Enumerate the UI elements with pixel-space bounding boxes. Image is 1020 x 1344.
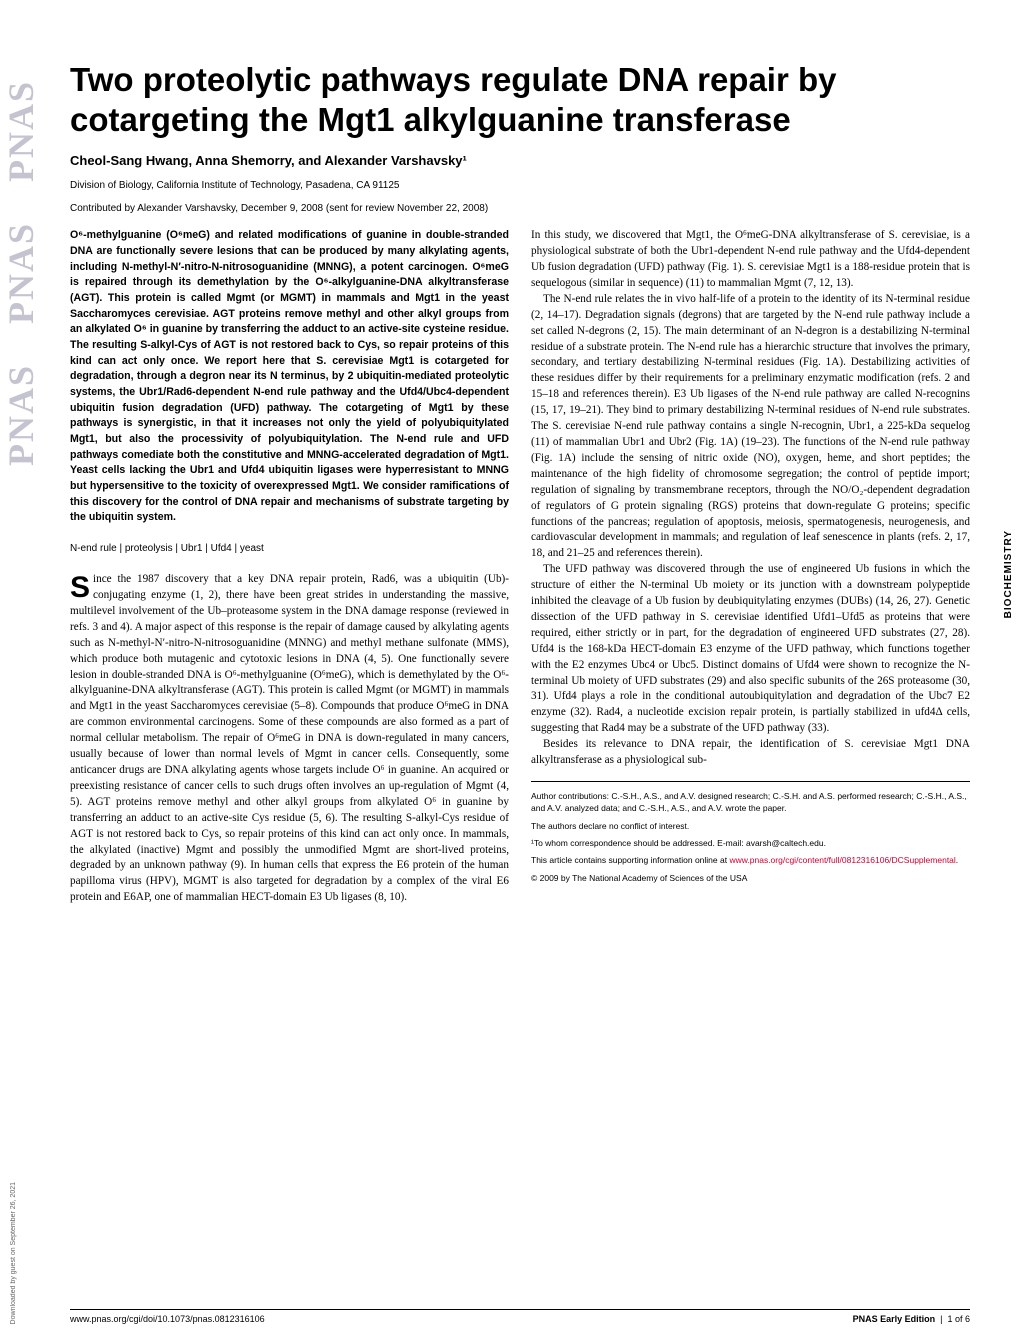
conflict-statement: The authors declare no conflict of inter… (531, 820, 970, 832)
col2-p1: In this study, we discovered that Mgt1, … (531, 228, 970, 292)
supplemental-link[interactable]: www.pnas.org/cgi/content/full/0812316106… (729, 855, 955, 865)
abstract: O⁶-methylguanine (O⁶meG) and related mod… (70, 228, 509, 526)
page-content: Two proteolytic pathways regulate DNA re… (70, 60, 970, 906)
contributed-line: Contributed by Alexander Varshavsky, Dec… (70, 203, 970, 214)
keywords: N-end rule | proteolysis | Ubr1 | Ufd4 |… (70, 542, 509, 556)
footer-doi: www.pnas.org/cgi/doi/10.1073/pnas.081231… (70, 1314, 265, 1324)
two-column-layout: O⁶-methylguanine (O⁶meG) and related mod… (70, 228, 970, 906)
category-label: BIOCHEMISTRY (1003, 530, 1014, 618)
pnas-logo: PNAS (0, 80, 42, 182)
pnas-logo-repeat-2: PNAS (0, 364, 42, 466)
page-footer: www.pnas.org/cgi/doi/10.1073/pnas.081231… (70, 1309, 970, 1324)
author-contributions: Author contributions: C.-S.H., A.S., and… (531, 790, 970, 815)
right-column: In this study, we discovered that Mgt1, … (531, 228, 970, 906)
intro-paragraph: Since the 1987 discovery that a key DNA … (70, 572, 509, 906)
pnas-logo-repeat-1: PNAS (0, 222, 42, 324)
download-note: Downloaded by guest on September 26, 202… (10, 1182, 17, 1324)
authors: Cheol-Sang Hwang, Anna Shemorry, and Ale… (70, 153, 970, 168)
left-column: O⁶-methylguanine (O⁶meG) and related mod… (70, 228, 509, 906)
supplemental-info: This article contains supporting informa… (531, 854, 970, 866)
correspondence: ¹To whom correspondence should be addres… (531, 837, 970, 849)
article-title: Two proteolytic pathways regulate DNA re… (70, 60, 970, 139)
col2-p2: The N-end rule relates the in vivo half-… (531, 292, 970, 562)
intro-text: ince the 1987 discovery that a key DNA r… (70, 573, 509, 903)
pnas-vertical-sidebar: PNAS PNAS PNAS (0, 0, 42, 1344)
footnotes: Author contributions: C.-S.H., A.S., and… (531, 781, 970, 884)
body-text-right: In this study, we discovered that Mgt1, … (531, 228, 970, 769)
footer-page-number: 1 of 6 (947, 1314, 970, 1324)
dropcap: S (70, 572, 93, 601)
col2-p4: Besides its relevance to DNA repair, the… (531, 737, 970, 769)
body-text-left: Since the 1987 discovery that a key DNA … (70, 572, 509, 906)
footer-journal: PNAS Early Edition (853, 1314, 936, 1324)
col2-p3: The UFD pathway was discovered through t… (531, 562, 970, 737)
footer-page-info: PNAS Early Edition | 1 of 6 (853, 1314, 970, 1324)
affiliation: Division of Biology, California Institut… (70, 180, 970, 191)
copyright: © 2009 by The National Academy of Scienc… (531, 872, 970, 884)
